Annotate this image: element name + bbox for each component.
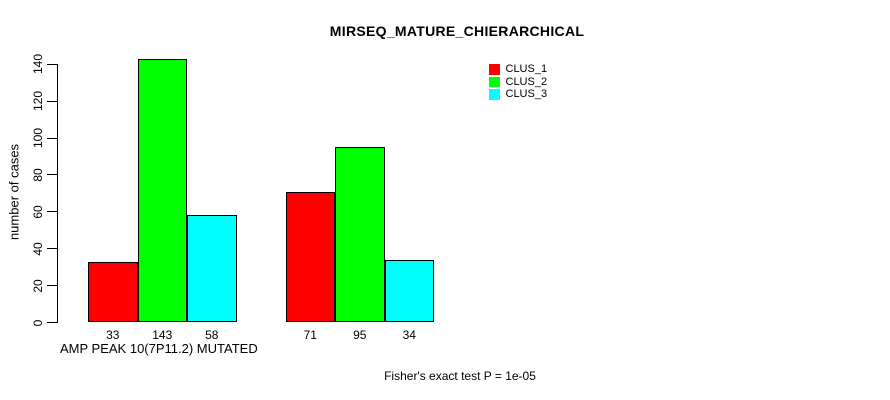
bar-clus_1-group1	[88, 261, 138, 323]
y-axis-tick-label: 0	[31, 319, 45, 326]
legend-swatch-icon	[489, 89, 500, 100]
legend-label: CLUS_3	[505, 88, 548, 101]
y-axis-tick	[47, 285, 57, 287]
bar-value-label: 95	[353, 328, 367, 342]
y-axis-tick	[47, 211, 57, 213]
y-axis-line	[57, 64, 58, 323]
bar-clus_3-group1	[187, 215, 237, 323]
y-axis-tick	[47, 174, 57, 176]
y-axis-label: number of cases	[6, 143, 22, 241]
y-axis-tick	[47, 322, 57, 323]
legend-swatch-icon	[489, 64, 500, 75]
legend: CLUS_1 CLUS_2 CLUS_3	[489, 63, 548, 102]
bar-value-label: 58	[205, 328, 219, 342]
legend-item-clus_2: CLUS_2	[489, 75, 548, 88]
bar-clus_1-group2	[285, 191, 335, 323]
legend-item-clus_3: CLUS_3	[489, 88, 548, 101]
y-axis-tick-label: 60	[31, 205, 45, 219]
y-axis-tick-label: 80	[31, 168, 45, 182]
y-axis-tick-label: 20	[31, 278, 45, 293]
y-axis-tick-label: 120	[31, 91, 45, 112]
y-axis-tick-label: 140	[31, 54, 45, 75]
y-axis-tick	[47, 137, 57, 139]
y-axis-tick	[47, 63, 57, 65]
y-axis-tick	[47, 100, 57, 102]
y-axis-tick-label: 40	[31, 242, 45, 256]
bar-clus_3-group2	[384, 259, 434, 323]
legend-item-clus_1: CLUS_1	[489, 63, 548, 76]
bar-value-label: 34	[402, 328, 416, 342]
legend-label: CLUS_2	[505, 75, 548, 88]
bar-clus_2-group2	[335, 147, 385, 323]
y-axis-tick-label: 100	[31, 127, 45, 149]
bar-clus_2-group1	[137, 58, 187, 323]
x-axis-label: AMP PEAK 10(7P11.2) MUTATED	[60, 341, 258, 356]
fisher-test-annotation: Fisher's exact test P = 1e-05	[384, 369, 536, 383]
bar-value-label: 71	[303, 328, 317, 342]
legend-swatch-icon	[489, 76, 500, 87]
chart-title: MIRSEQ_MATURE_CHIERARCHICAL	[329, 23, 585, 39]
bar-value-label: 143	[152, 328, 173, 342]
legend-label: CLUS_1	[505, 63, 548, 76]
bar-value-label: 33	[106, 328, 120, 342]
y-axis-tick	[47, 248, 57, 250]
